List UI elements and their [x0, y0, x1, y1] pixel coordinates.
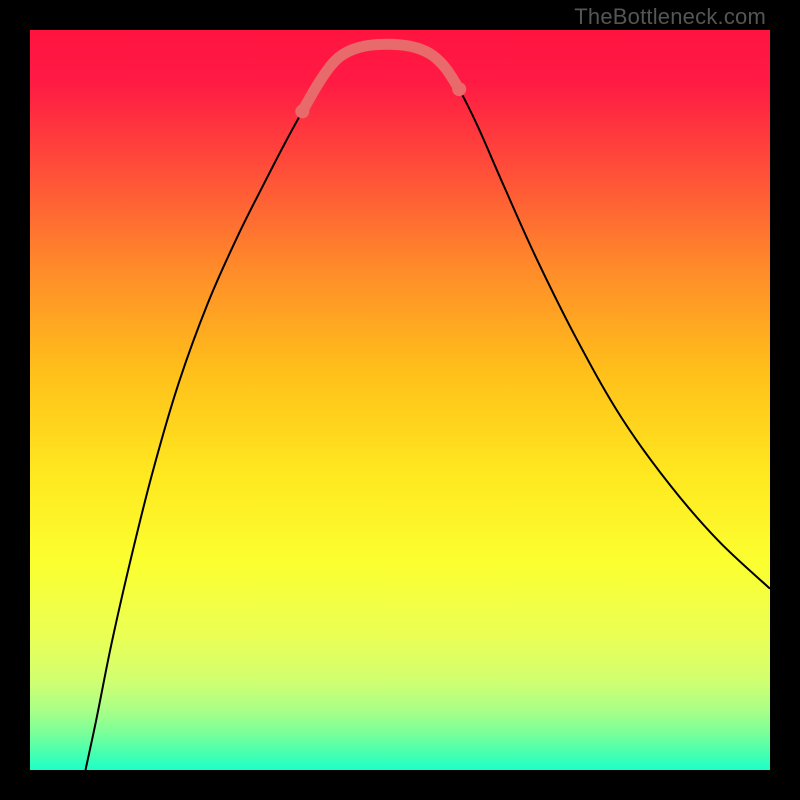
bottleneck-highlight [302, 44, 459, 111]
bottleneck-curve [86, 44, 771, 770]
chart-frame: TheBottleneck.com [0, 0, 800, 800]
watermark-text: TheBottleneck.com [574, 4, 766, 30]
plot-area [30, 30, 770, 770]
curve-layer [30, 30, 770, 770]
